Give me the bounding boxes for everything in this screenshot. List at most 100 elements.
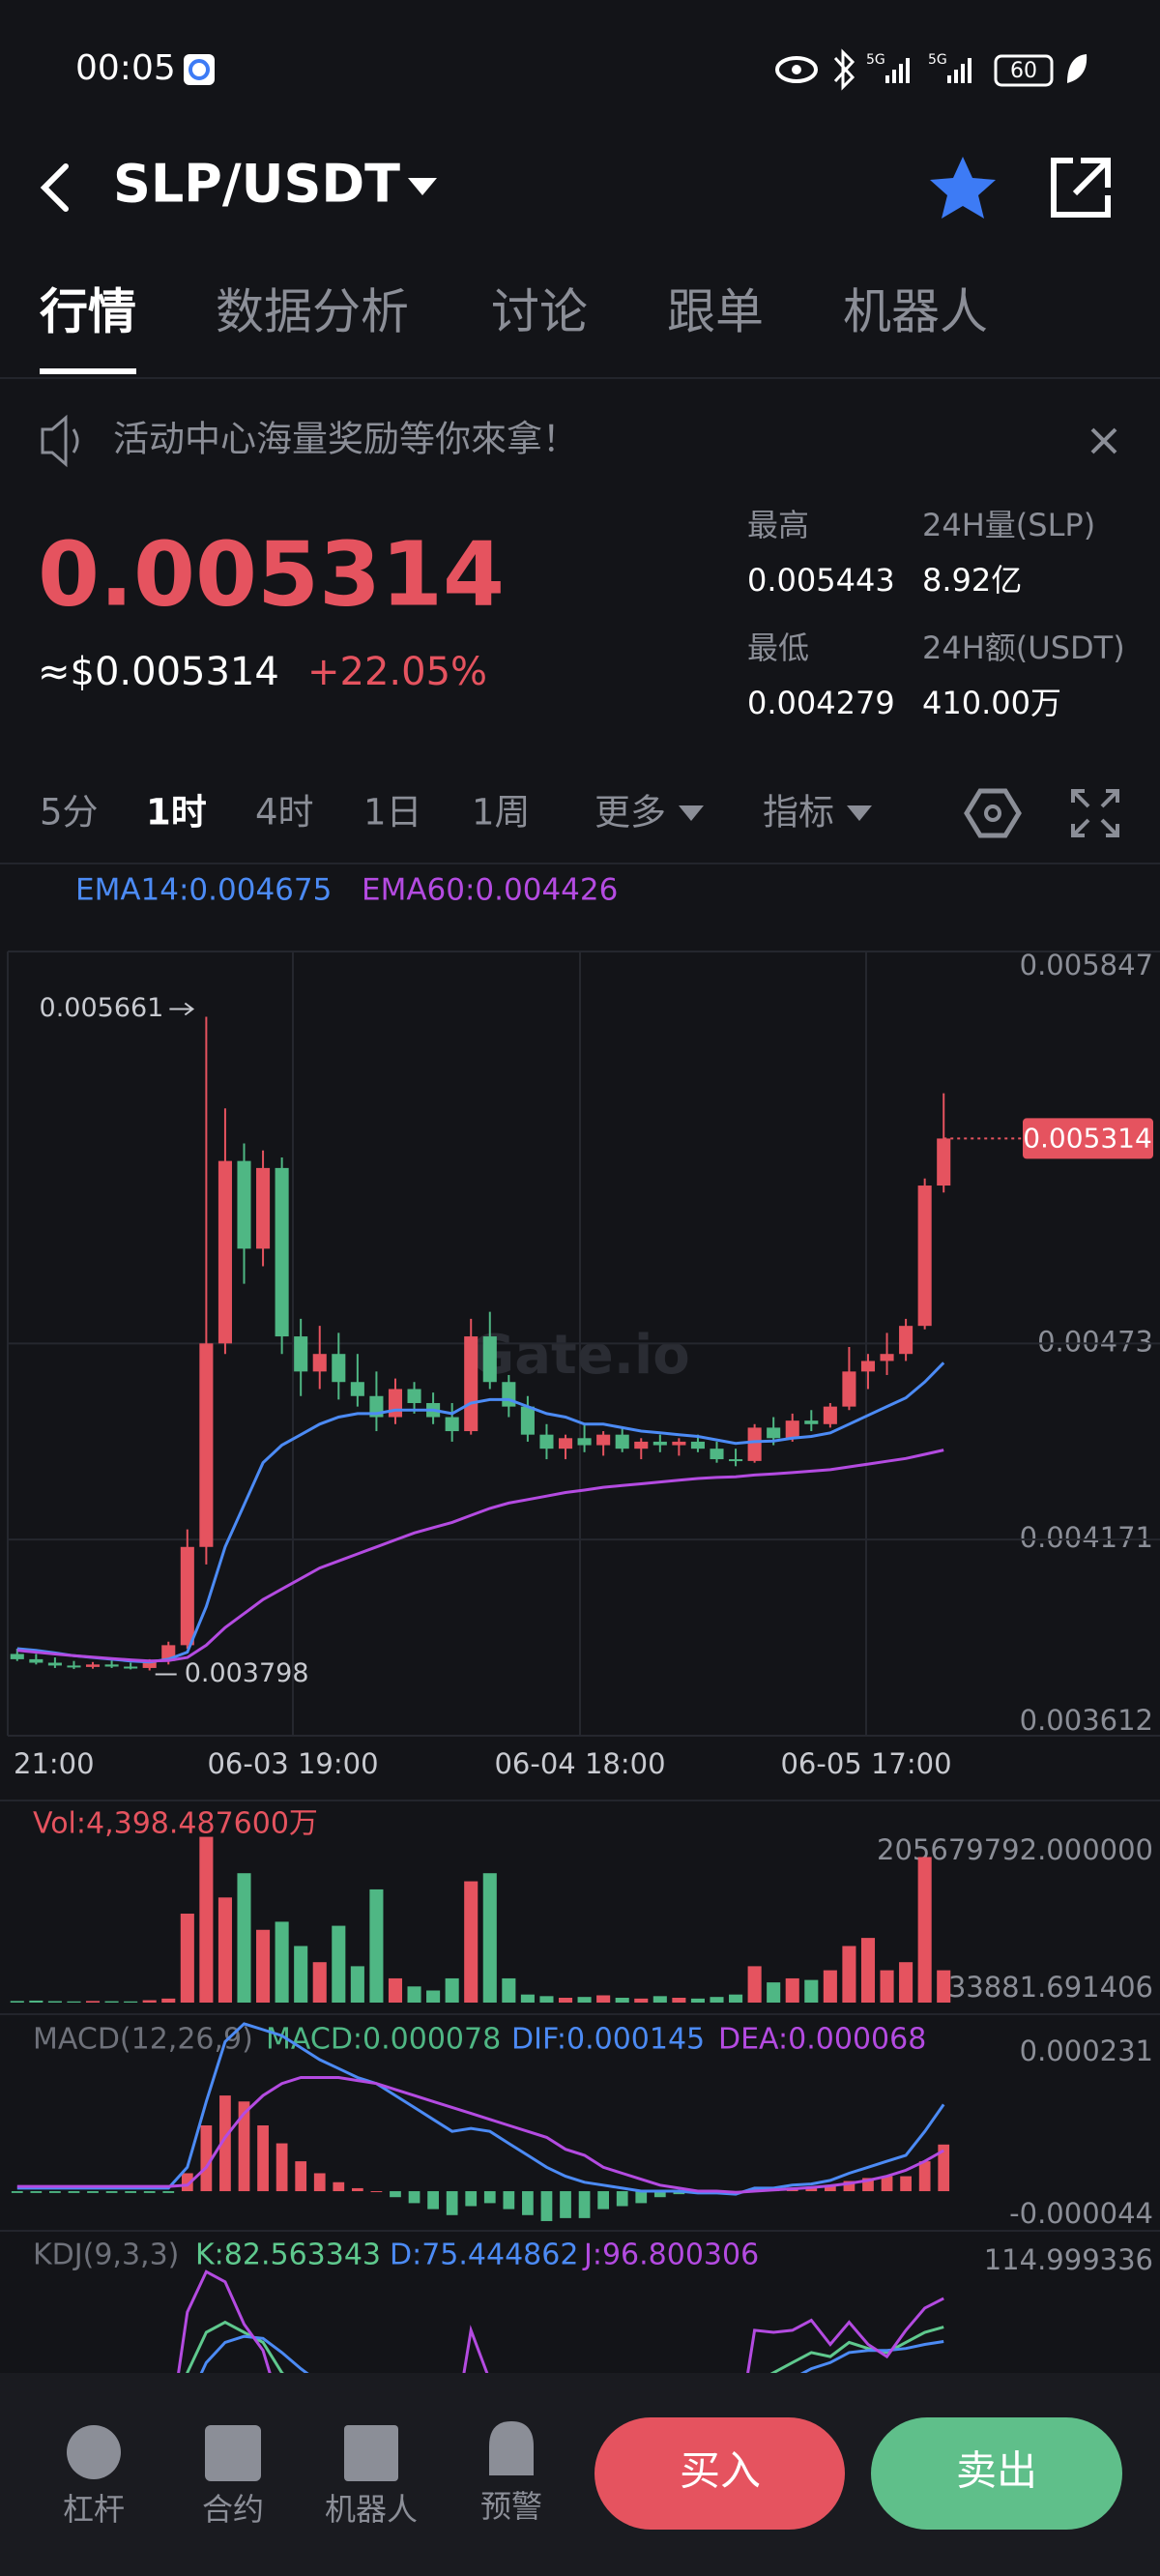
back-button[interactable] [40,163,69,212]
dropdown-arrow [847,805,872,821]
volume-bar [823,1970,837,2003]
nav-label[interactable]: 预警 [480,2488,542,2525]
x-tick-label: 06-05 17:00 [780,1747,951,1780]
signal-label: 5G [866,52,885,68]
volume-bar [29,2000,44,2003]
sell-label[interactable]: 卖出 [956,2447,1037,2495]
volume-bar [596,1995,611,2003]
macd-bar [427,2191,439,2210]
macd-bar [162,2191,175,2193]
timeframe[interactable]: 4时 [255,792,314,834]
volume-bar [937,1970,951,2003]
volume-bar [502,1977,516,2003]
candle-body [388,1389,403,1418]
legend-entry: DEA:0.000068 [718,2023,926,2057]
favorite-star[interactable] [930,157,996,219]
candle-body [312,1354,327,1372]
volume-bar [10,2001,24,2003]
settings-icon[interactable] [964,788,1022,838]
macd-bar [843,2181,856,2192]
watermark: Gate.io [470,1324,689,1387]
candle-body [596,1434,611,1446]
candle-body [767,1427,781,1439]
macd-bar [219,2095,231,2192]
more-menu[interactable]: 更多 [594,792,666,834]
nav-icon [489,2421,534,2475]
volume-bar [180,1914,194,2003]
max-arrow [169,1002,195,1016]
pair-dropdown[interactable] [408,178,437,195]
series-line [16,2022,945,2196]
macd-bar [181,2173,193,2192]
signal-bars [947,58,972,83]
panel-label: Vol:4,398.487600万 [33,1807,318,1841]
candle-body [104,1664,119,1667]
divider [0,377,1160,379]
nav-label[interactable]: 机器人 [325,2491,418,2528]
macd-bar [540,2191,553,2221]
y-tick-label: 33881.691406 [948,1971,1153,2004]
volume-bar [899,1962,914,2003]
nav-label[interactable]: 杠杆 [63,2491,125,2528]
volume-bar [388,1977,403,2003]
volume-bar [67,2001,81,2003]
macd-bar [238,2101,250,2192]
candle-body [218,1160,232,1344]
candle-body [634,1441,649,1449]
volume-bar [747,1966,762,2003]
banner-text[interactable]: 活动中心海量奖励等你來拿！ [113,419,578,460]
charts: Gate.io 0.005847 0.00473 0.004171 0.003612 21… [0,873,1160,2474]
candle-body [85,1664,101,1667]
speaker-icon [41,414,79,468]
volume-bar [842,1946,856,2003]
volume-bar [860,1938,876,2003]
tab[interactable]: 数据分析 [216,284,409,340]
candle-body [729,1459,743,1462]
macd-bar [824,2185,836,2192]
macd-bar [200,2125,213,2192]
series-line [16,2076,944,2194]
tab[interactable]: 跟单 [667,284,764,340]
timeframe[interactable]: 1日 [363,792,422,834]
stat-label: 24H额(USDT) [922,629,1125,666]
x-tick-label: 06-03 19:00 [207,1747,378,1780]
pair-title[interactable]: SLP/USDT [113,154,400,215]
volume-bar [577,1997,592,2003]
macd-bar [900,2176,912,2192]
nav-label[interactable]: 合约 [202,2491,264,2528]
candle-body [690,1441,705,1449]
price-tag [1023,1118,1153,1159]
legend-entry: EMA14:0.004675 [75,873,332,908]
macd-bar [87,2191,99,2193]
share-button[interactable] [1051,158,1111,218]
buy-label[interactable]: 买入 [680,2447,761,2495]
macd-bar [125,2191,137,2193]
fullscreen-icon[interactable] [1071,789,1119,837]
macd-bar [446,2191,458,2215]
volume-bar [332,1925,346,2003]
timeframe-active[interactable]: 1时 [146,792,207,834]
macd-bar [408,2191,420,2204]
y-tick-label: 114.999336 [984,2243,1153,2276]
indicator-menu[interactable]: 指标 [763,792,834,834]
y-tick-label: 0.005847 [1020,949,1153,981]
sell-button[interactable] [871,2417,1122,2530]
panel-label: MACD(12,26,9) [33,2023,253,2057]
banner-close[interactable] [1090,427,1117,454]
timeframe[interactable]: 5分 [40,792,99,834]
stat-value: 410.00万 [922,685,1061,721]
macd-bar [616,2191,628,2207]
tab-indicator [40,368,136,374]
tab[interactable]: 机器人 [843,284,988,340]
volume-bar [672,1998,686,2003]
macd-bar [390,2191,401,2198]
y-tick-label: -0.000044 [1009,2197,1153,2230]
tab-active[interactable]: 行情 [40,284,136,340]
timeframe[interactable]: 1周 [472,792,531,834]
macd-bar [49,2191,61,2193]
tab[interactable]: 讨论 [491,284,588,340]
volume-bar [634,1998,649,2003]
macd-bar [30,2191,43,2193]
buy-button[interactable] [594,2417,845,2530]
status-time: 00:05 [75,48,176,88]
